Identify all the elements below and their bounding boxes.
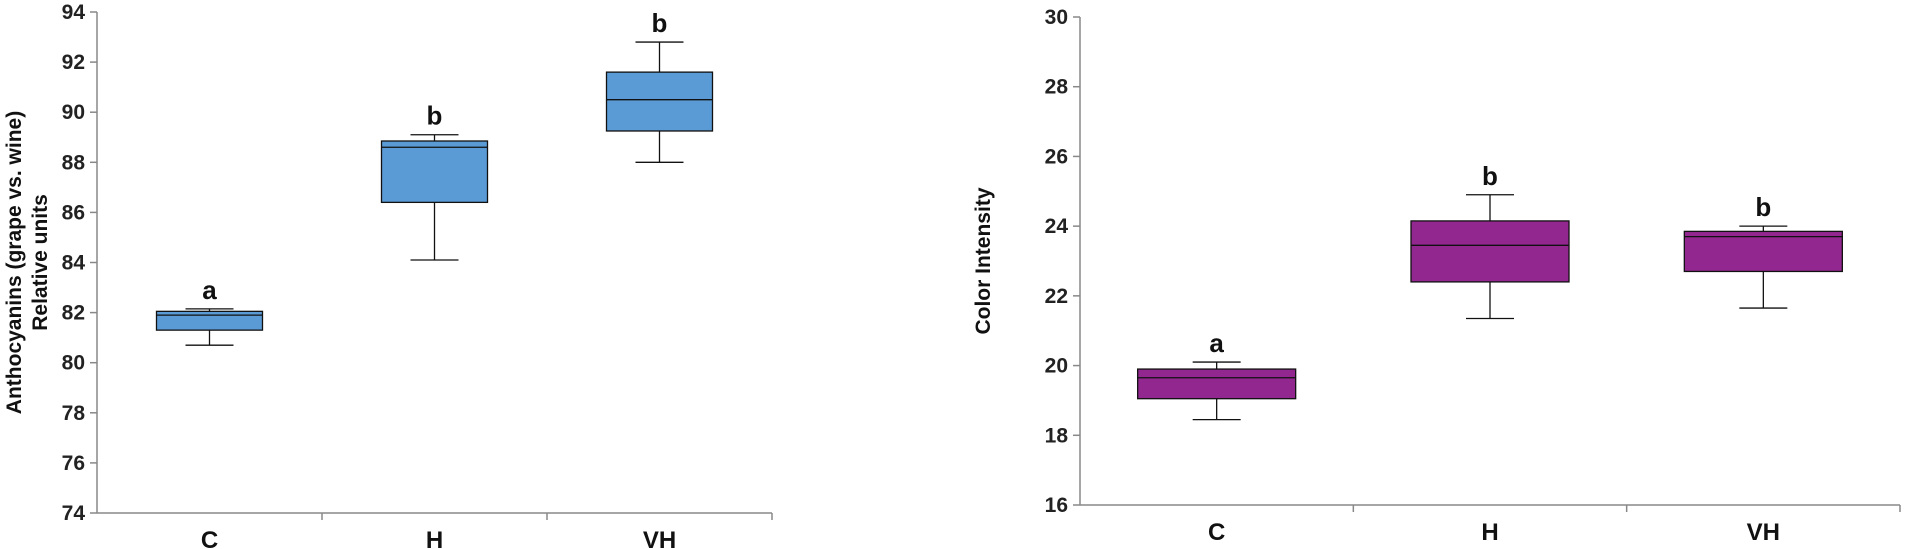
y-tick-label: 26 bbox=[1045, 145, 1068, 168]
y-axis-title: Color Intensity bbox=[972, 187, 995, 334]
box-C: a bbox=[155, 275, 264, 346]
box-VH: b bbox=[605, 8, 714, 163]
x-category-label: VH bbox=[1747, 519, 1780, 546]
iqr-box bbox=[155, 310, 264, 331]
significance-label: b bbox=[1482, 161, 1498, 191]
y-tick-label: 82 bbox=[62, 302, 85, 325]
box-C: a bbox=[1137, 328, 1297, 421]
chart-2: 16 18 20 22 24 26 28 30 C H VH a b b Color Intensity bbox=[972, 6, 1901, 546]
significance-label: b bbox=[652, 8, 668, 38]
y-tick-label: 74 bbox=[62, 502, 86, 525]
y-axis-title: Anthocyanins (grape vs. wine) bbox=[3, 111, 26, 414]
iqr-box bbox=[1683, 230, 1843, 273]
chart-1: 74 76 78 80 82 84 86 88 90 92 94 C H VH a b b Anthocyanin… bbox=[3, 1, 773, 549]
y-tick-label: 16 bbox=[1045, 494, 1068, 517]
x-category-label: VH bbox=[643, 527, 676, 549]
box-VH: b bbox=[1683, 192, 1843, 309]
x-category-label: H bbox=[426, 527, 443, 549]
y-tick-label: 20 bbox=[1045, 355, 1068, 378]
significance-label: a bbox=[202, 275, 217, 305]
y-tick-label: 28 bbox=[1045, 76, 1069, 99]
y-tick-label: 90 bbox=[62, 101, 85, 124]
y-tick-label: 86 bbox=[62, 201, 85, 224]
x-category-label: C bbox=[201, 527, 218, 549]
y-tick-label: 92 bbox=[62, 51, 85, 74]
y-tick-label: 76 bbox=[62, 452, 85, 475]
y-tick-label: 94 bbox=[62, 1, 86, 24]
iqr-box bbox=[605, 71, 714, 132]
box-H: b bbox=[380, 101, 489, 261]
significance-label: b bbox=[427, 101, 443, 131]
y-tick-label: 24 bbox=[1045, 215, 1069, 238]
x-category-label: C bbox=[1208, 519, 1225, 546]
y-tick-label: 88 bbox=[62, 151, 86, 174]
iqr-box bbox=[1137, 368, 1297, 400]
y-tick-label: 22 bbox=[1045, 285, 1068, 308]
y-tick-label: 78 bbox=[62, 402, 86, 425]
y-tick-label: 84 bbox=[62, 252, 86, 275]
y-tick-label: 18 bbox=[1045, 424, 1069, 447]
iqr-box bbox=[1410, 220, 1570, 283]
significance-label: a bbox=[1209, 328, 1224, 358]
iqr-box bbox=[380, 140, 489, 204]
x-category-label: H bbox=[1481, 519, 1498, 546]
significance-label: b bbox=[1755, 192, 1771, 222]
box-H: b bbox=[1410, 161, 1570, 320]
y-axis-title: Relative units bbox=[29, 194, 52, 331]
y-tick-label: 80 bbox=[62, 352, 85, 375]
y-tick-label: 30 bbox=[1045, 6, 1068, 29]
